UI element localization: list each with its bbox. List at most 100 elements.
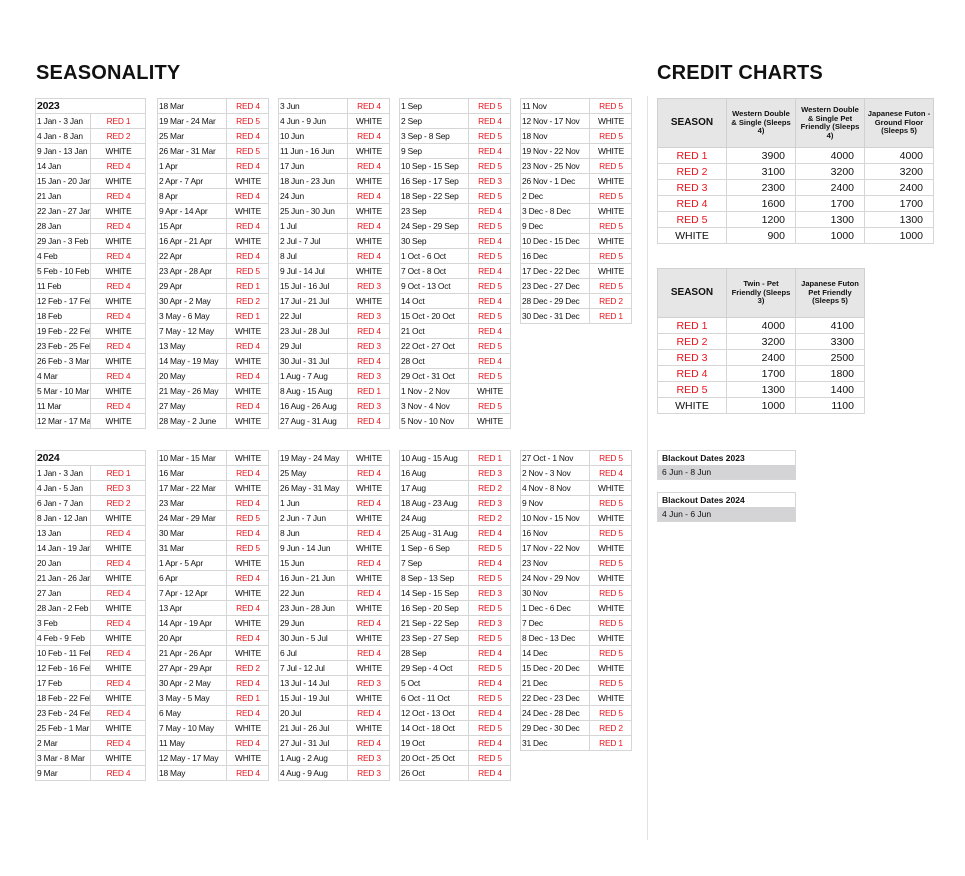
table-row: 5 Oct RED 4 [399, 675, 511, 691]
table-row: 18 Aug - 23 Aug RED 3 [399, 495, 511, 511]
table-row: 21 Jan RED 4 [35, 188, 146, 204]
date-range: 20 May [157, 368, 227, 384]
date-range: 24 Aug [399, 510, 469, 526]
date-range: 17 Nov - 22 Nov [520, 540, 590, 556]
table-row: 14 Oct - 18 Oct RED 5 [399, 720, 511, 736]
season-label: RED 4 [657, 195, 727, 212]
season-value: RED 4 [226, 98, 269, 114]
season-value: RED 1 [226, 690, 269, 706]
season-value: WHITE [589, 540, 632, 556]
table-row: 20 Apr RED 4 [157, 630, 269, 646]
credit-value: 1200 [726, 211, 796, 228]
season-value: RED 3 [347, 675, 390, 691]
table-row: 21 May - 26 May WHITE [157, 383, 269, 399]
season-value: RED 4 [347, 555, 390, 571]
date-range: 8 Dec - 13 Dec [520, 630, 590, 646]
season-value: RED 1 [589, 308, 632, 324]
season-value: WHITE [347, 203, 390, 219]
season-value: RED 5 [589, 555, 632, 571]
table-row: 23 Feb - 25 Feb RED 4 [35, 338, 146, 354]
date-range: 23 Mar [157, 495, 227, 511]
season-value: RED 4 [347, 645, 390, 661]
credit-charts-title: CREDIT CHARTS [657, 62, 823, 84]
table-row: 22 Jul RED 3 [278, 308, 390, 324]
date-range: 26 Feb - 3 Mar [35, 353, 91, 369]
season-value: RED 1 [347, 383, 390, 399]
date-range: 1 Nov - 2 Nov [399, 383, 469, 399]
date-range: 17 Dec - 22 Dec [520, 263, 590, 279]
table-row: 6 Jan - 7 Jan RED 2 [35, 495, 146, 511]
date-range: 12 Oct - 13 Oct [399, 705, 469, 721]
season-value: RED 4 [90, 555, 146, 571]
season-value: WHITE [90, 660, 146, 676]
table-row: 30 Mar RED 4 [157, 525, 269, 541]
season-value: WHITE [347, 480, 390, 496]
credit-value: 1000 [864, 227, 934, 244]
date-range: 19 May - 24 May [278, 450, 348, 466]
table-row: 14 May - 19 May WHITE [157, 353, 269, 369]
season-value: RED 5 [468, 690, 511, 706]
date-range: 19 Feb - 22 Feb [35, 323, 91, 339]
table-row: 9 Mar RED 4 [35, 765, 146, 781]
table-row: 19 Feb - 22 Feb WHITE [35, 323, 146, 339]
season-value: RED 4 [347, 98, 390, 114]
table-row: 8 Dec - 13 Dec WHITE [520, 630, 632, 646]
table-row: 24 Sep - 29 Sep RED 5 [399, 218, 511, 234]
table-row: 23 Nov - 25 Nov RED 5 [520, 158, 632, 174]
table-row: 1 Nov - 2 Nov WHITE [399, 383, 511, 399]
season-value: RED 5 [589, 645, 632, 661]
season-value: RED 5 [589, 615, 632, 631]
season-value: RED 4 [90, 615, 146, 631]
date-range: 9 Jun - 14 Jun [278, 540, 348, 556]
date-range: 25 Jun - 30 Jun [278, 203, 348, 219]
table-row: 8 Jul RED 4 [278, 248, 390, 264]
table-row: 9 Jan - 13 Jan WHITE [35, 143, 146, 159]
date-range: 15 Dec - 20 Dec [520, 660, 590, 676]
season-value: WHITE [90, 413, 146, 429]
season-value: RED 4 [347, 218, 390, 234]
table-row: 16 Aug - 26 Aug RED 3 [278, 398, 390, 414]
season-value: RED 4 [347, 495, 390, 511]
year-header-row: 2023 [35, 98, 146, 114]
table-row: 2 Nov - 3 Nov RED 4 [520, 465, 632, 481]
season-header: SEASON [657, 268, 727, 318]
date-range: 13 May [157, 338, 227, 354]
table-row: 26 Feb - 3 Mar WHITE [35, 353, 146, 369]
date-range: 23 Sep - 27 Sep [399, 630, 469, 646]
season-value: RED 4 [90, 158, 146, 174]
date-range: 9 Jan - 13 Jan [35, 143, 91, 159]
season-value: WHITE [90, 510, 146, 526]
date-range: 2 Nov - 3 Nov [520, 465, 590, 481]
date-range: 9 Oct - 13 Oct [399, 278, 469, 294]
season-label: WHITE [657, 227, 727, 244]
date-range: 24 Mar - 29 Mar [157, 510, 227, 526]
date-range: 14 Oct [399, 293, 469, 309]
table-row: 23 Sep - 27 Sep RED 5 [399, 630, 511, 646]
season-value: RED 4 [90, 765, 146, 781]
season-value: RED 4 [347, 248, 390, 264]
season-value: RED 5 [468, 368, 511, 384]
date-range: 14 Dec [520, 645, 590, 661]
date-range: 23 Dec - 27 Dec [520, 278, 590, 294]
section-divider [647, 96, 648, 840]
table-row: 10 Feb - 11 Feb RED 4 [35, 645, 146, 661]
date-range: 23 Feb - 24 Feb [35, 705, 91, 721]
season-value: RED 4 [468, 263, 511, 279]
season-value: WHITE [90, 600, 146, 616]
credit-value: 2400 [795, 179, 865, 196]
table-row: 19 Oct RED 4 [399, 735, 511, 751]
date-range: 2 Apr - 7 Apr [157, 173, 227, 189]
season-value: WHITE [347, 263, 390, 279]
date-range: 30 Apr - 2 May [157, 675, 227, 691]
season-value: RED 5 [589, 128, 632, 144]
date-range: 29 Dec - 30 Dec [520, 720, 590, 736]
date-range: 6 May [157, 705, 227, 721]
date-range: 24 Nov - 29 Nov [520, 570, 590, 586]
blackout-title: Blackout Dates 2024 [658, 493, 795, 507]
table-row: 11 May RED 4 [157, 735, 269, 751]
season-value: RED 3 [468, 465, 511, 481]
date-range: 19 Mar - 24 Mar [157, 113, 227, 129]
table-row: 22 Jun RED 4 [278, 585, 390, 601]
table-row: 18 Feb RED 4 [35, 308, 146, 324]
